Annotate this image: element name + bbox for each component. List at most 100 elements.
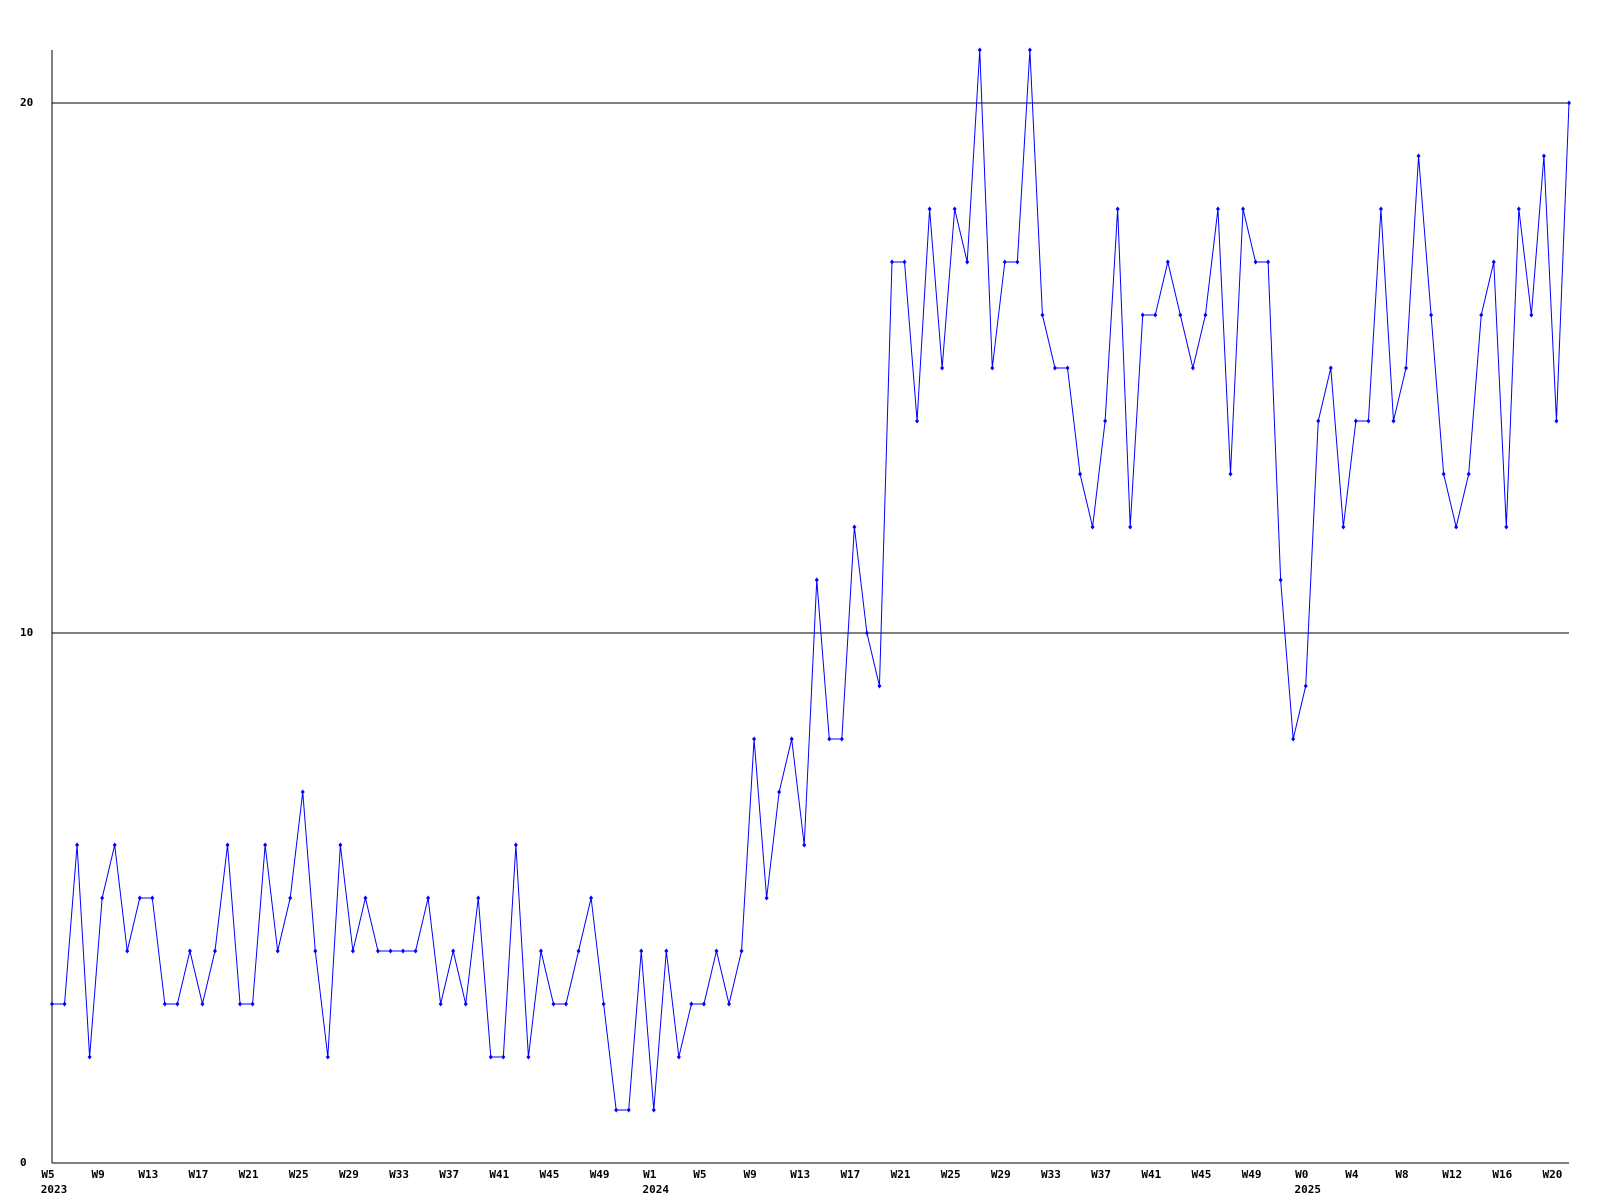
data-point: [626, 1107, 631, 1113]
data-point: [777, 789, 782, 795]
data-point: [538, 948, 543, 954]
data-point: [1115, 206, 1120, 212]
data-point: [225, 842, 230, 848]
data-point: [100, 895, 105, 901]
x-tick-label: W29: [991, 1168, 1011, 1181]
data-point: [313, 948, 318, 954]
data-point: [1153, 312, 1158, 318]
data-point: [1065, 365, 1070, 371]
data-point: [965, 259, 970, 265]
data-point: [1353, 418, 1358, 424]
data-point: [413, 948, 418, 954]
data-point: [1052, 365, 1057, 371]
data-point: [789, 736, 794, 742]
data-point: [1078, 471, 1083, 477]
data-point: [75, 842, 80, 848]
data-point: [1015, 259, 1020, 265]
data-point: [426, 895, 431, 901]
data-point: [1466, 471, 1471, 477]
data-point: [338, 842, 343, 848]
data-point: [1479, 312, 1484, 318]
data-point: [739, 948, 744, 954]
x-tick-label: W1: [643, 1168, 657, 1181]
x-tick-label: W33: [1041, 1168, 1061, 1181]
data-point: [1541, 153, 1546, 159]
data-point: [238, 1001, 243, 1007]
data-point: [50, 1001, 54, 1007]
data-point: [601, 1001, 606, 1007]
data-point: [187, 948, 192, 954]
data-point: [1103, 418, 1108, 424]
data-point: [1165, 259, 1170, 265]
data-point: [476, 895, 481, 901]
data-point: [200, 1001, 205, 1007]
data-point: [125, 948, 130, 954]
x-tick-label: W37: [439, 1168, 459, 1181]
data-point: [501, 1054, 506, 1060]
data-point: [1203, 312, 1208, 318]
data-point: [902, 259, 907, 265]
data-point: [576, 948, 581, 954]
x-tick-label: W49: [1242, 1168, 1262, 1181]
x-tick-label: W29: [339, 1168, 359, 1181]
data-point: [1429, 312, 1434, 318]
data-point: [589, 895, 594, 901]
data-point: [714, 948, 719, 954]
data-point: [1416, 153, 1421, 159]
x-tick-label: W13: [790, 1168, 810, 1181]
data-point: [1090, 524, 1095, 530]
data-point: [1178, 312, 1183, 318]
x-tick-label: W25: [289, 1168, 309, 1181]
data-point: [852, 524, 857, 530]
data-point: [764, 895, 769, 901]
data-point: [112, 842, 117, 848]
x-tick-label: W9: [743, 1168, 756, 1181]
x-tick-label: W16: [1492, 1168, 1512, 1181]
data-point: [1266, 259, 1271, 265]
data-point: [727, 1001, 732, 1007]
data-point: [1140, 312, 1145, 318]
data-point: [212, 948, 217, 954]
data-point: [1228, 471, 1233, 477]
data-point: [451, 948, 456, 954]
x-tick-label: W4: [1345, 1168, 1359, 1181]
data-point: [1567, 100, 1571, 106]
data-point: [401, 948, 406, 954]
data-point: [664, 948, 669, 954]
data-point: [551, 1001, 556, 1007]
data-point: [263, 842, 268, 848]
x-tick-label: W45: [1191, 1168, 1211, 1181]
data-point: [438, 1001, 443, 1007]
data-point: [388, 948, 393, 954]
data-point: [137, 895, 142, 901]
data-point: [1215, 206, 1220, 212]
data-point: [463, 1001, 468, 1007]
x-tick-label: W8: [1395, 1168, 1408, 1181]
data-point: [827, 736, 832, 742]
data-point: [952, 206, 957, 212]
y-tick-label: 10: [20, 626, 33, 639]
data-point: [1278, 577, 1283, 583]
x-tick-label: W21: [891, 1168, 911, 1181]
data-point: [300, 789, 305, 795]
data-point: [1253, 259, 1258, 265]
data-point: [1241, 206, 1246, 212]
year-label: 2025: [1294, 1183, 1321, 1196]
data-point: [62, 1001, 67, 1007]
x-tick-label: W5: [41, 1168, 54, 1181]
data-point: [752, 736, 757, 742]
data-point: [689, 1001, 694, 1007]
data-point: [614, 1107, 619, 1113]
data-point: [1391, 418, 1396, 424]
data-point: [1554, 418, 1559, 424]
data-point: [651, 1107, 656, 1113]
data-point: [915, 418, 920, 424]
y-tick-label: 0: [20, 1156, 27, 1169]
data-point: [1516, 206, 1521, 212]
data-point: [1316, 418, 1321, 424]
x-tick-label: W9: [92, 1168, 105, 1181]
data-point: [977, 47, 982, 53]
data-point: [325, 1054, 330, 1060]
x-tick-label: W0: [1295, 1168, 1308, 1181]
